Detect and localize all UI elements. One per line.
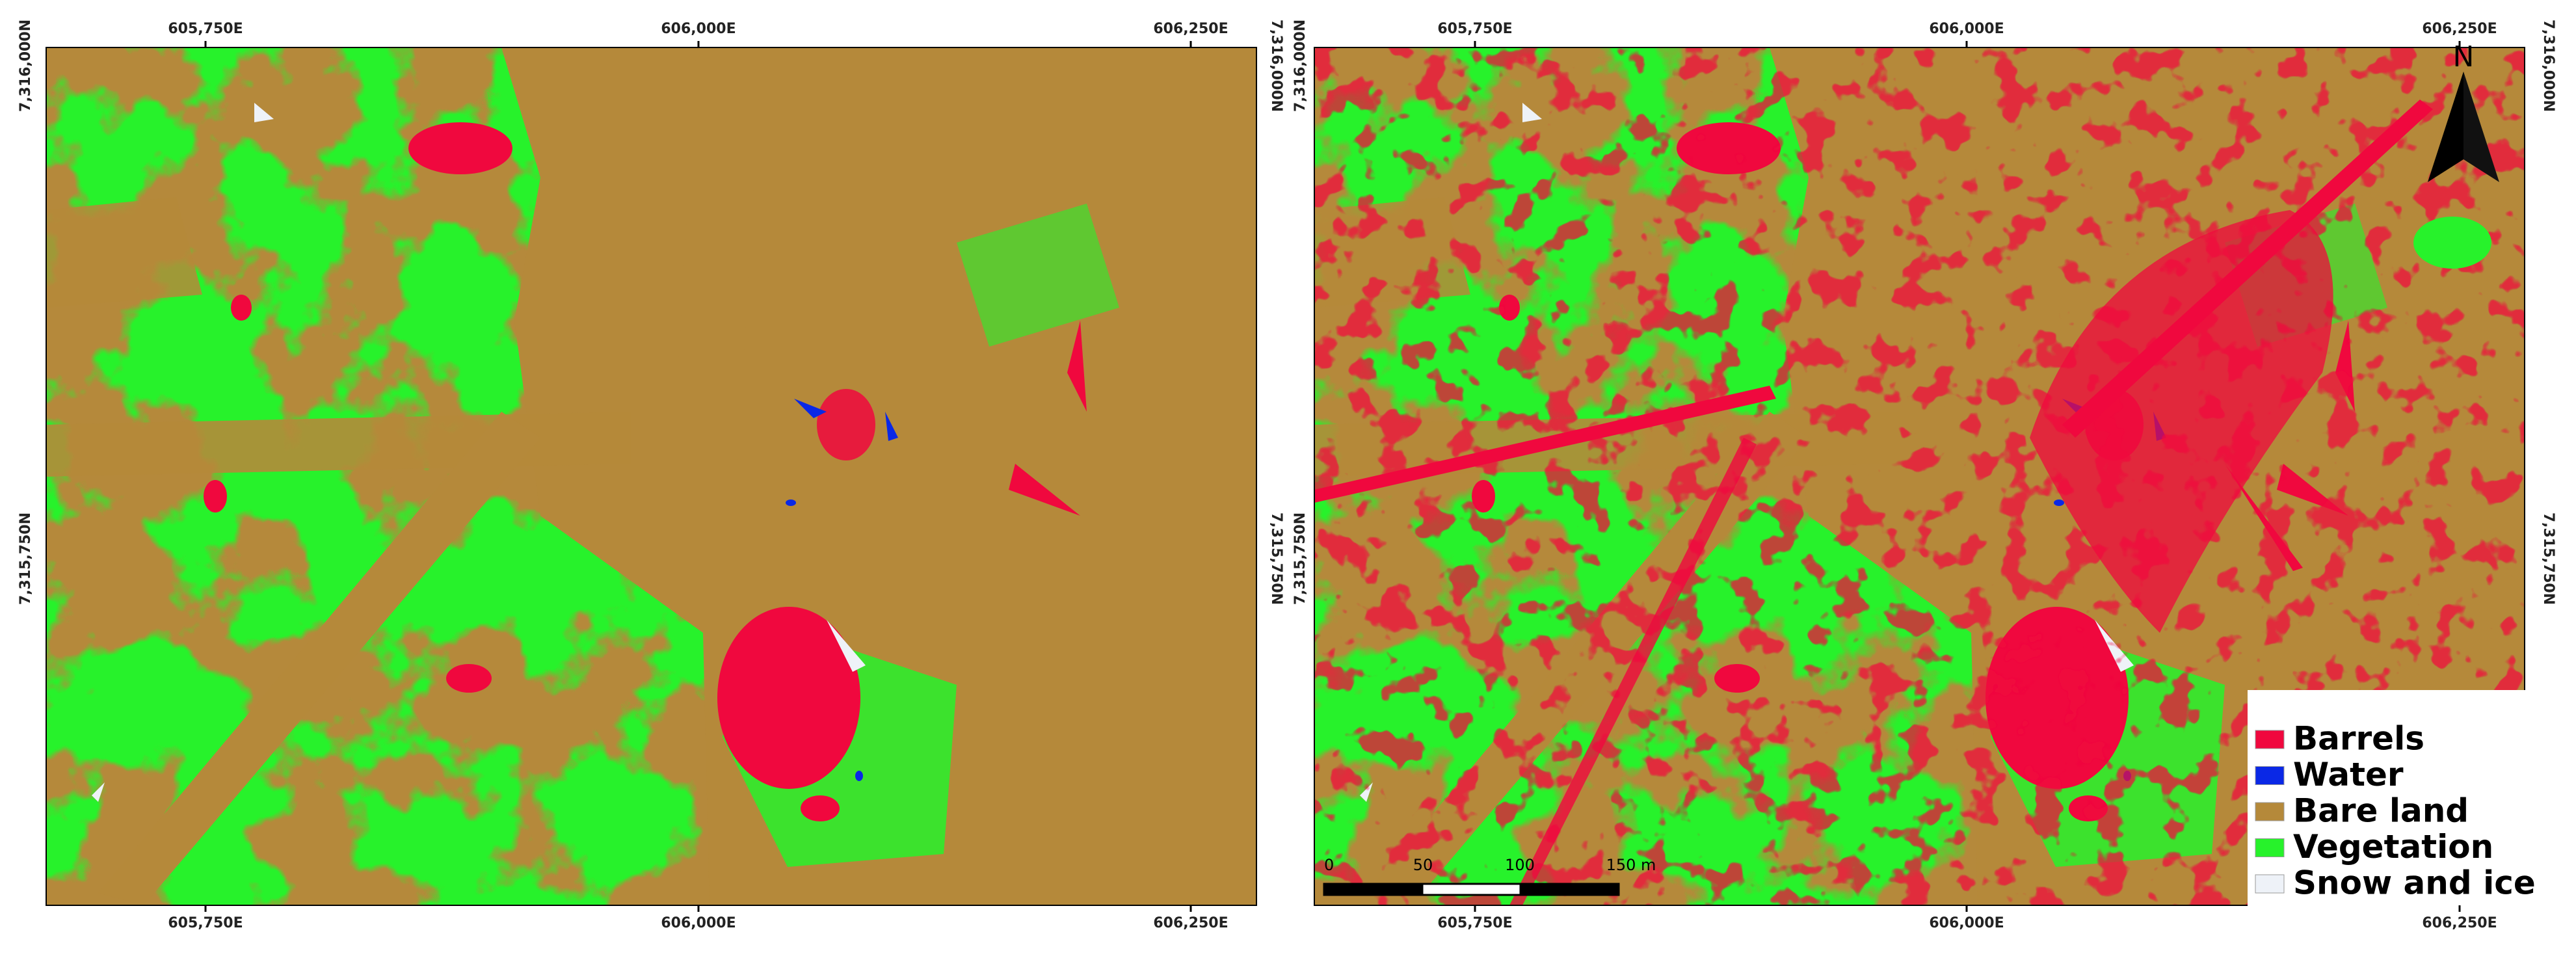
scale-segment: [1421, 883, 1522, 896]
legend-label: Water: [2293, 756, 2404, 793]
scale-bar: 0 50 100 150 m: [1323, 856, 1656, 896]
scale-label: 150 m: [1606, 856, 1656, 874]
right-coord-label: 7,316,000N: [2540, 20, 2556, 112]
top-coord-label: 606,000E: [1929, 21, 2004, 37]
legend-label: Barrels: [2293, 720, 2424, 758]
north-label: N: [2453, 40, 2475, 73]
left-coord-label: 7,316,000N: [18, 20, 34, 112]
left-coord-label: 7,316,000N: [1292, 20, 1308, 112]
right-coord-label: 7,315,750N: [2540, 512, 2556, 605]
legend-box: [2248, 690, 2576, 955]
scale-label: 50: [1413, 856, 1433, 874]
legend-swatch: [2255, 838, 2285, 857]
scale-segment: [1323, 883, 1424, 896]
map-panel-left: [46, 47, 1257, 906]
legend-label: Snow and ice: [2293, 864, 2536, 902]
legend-swatch: [2255, 730, 2285, 749]
north-arrow: N: [2428, 40, 2499, 182]
legend-label: Bare land: [2293, 792, 2469, 830]
scale-label: 0: [1324, 856, 1334, 874]
top-coord-label: 605,750E: [1437, 21, 1512, 37]
bottom-coord-label: 606,000E: [1929, 915, 2004, 931]
scale-segment: [1519, 883, 1620, 896]
left-coord-label: 7,315,750N: [18, 512, 34, 605]
legend-swatch: [2255, 874, 2285, 894]
bottom-coord-label: 605,750E: [1437, 915, 1512, 931]
scale-label: 100: [1505, 856, 1535, 874]
bottom-coord-label: 606,250E: [2422, 915, 2497, 931]
top-coord-label: 606,000E: [661, 21, 736, 37]
right-coord-label: 7,315,750N: [1268, 512, 1284, 605]
coordinate-labels: 605,750E 605,750E 606,000E 606,000E 606,250E…: [18, 20, 2556, 931]
bottom-coord-label: 605,750E: [168, 915, 243, 931]
legend-swatch: [2255, 802, 2285, 821]
legend-label: Vegetation: [2293, 828, 2493, 866]
top-coord-label: 605,750E: [168, 21, 243, 37]
bottom-coord-label: 606,000E: [661, 915, 736, 931]
top-coord-label: 606,250E: [2422, 21, 2497, 37]
right-coord-label: 7,316,000N: [1268, 20, 1284, 112]
top-coord-label: 606,250E: [1153, 21, 1228, 37]
bottom-coord-label: 606,250E: [1153, 915, 1228, 931]
left-coord-label: 7,315,750N: [1292, 512, 1308, 605]
legend-swatch: [2255, 766, 2285, 785]
